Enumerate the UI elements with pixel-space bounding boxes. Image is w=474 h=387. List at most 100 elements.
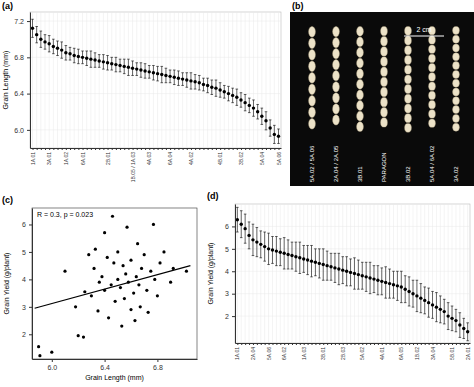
point bbox=[271, 248, 274, 251]
grid-line bbox=[265, 12, 266, 148]
tick-mark bbox=[249, 343, 250, 345]
grid-line bbox=[232, 12, 233, 148]
tick-mark bbox=[270, 148, 271, 150]
grid-line bbox=[111, 12, 112, 148]
grid-line bbox=[36, 12, 37, 148]
tick: 2 bbox=[225, 313, 235, 320]
tick bbox=[158, 148, 159, 150]
tick-mark bbox=[233, 148, 234, 150]
tick-label: 6 bbox=[22, 221, 26, 228]
tick bbox=[224, 148, 225, 150]
sample-label: 3B.02 bbox=[405, 166, 411, 182]
point bbox=[243, 101, 246, 104]
grid-line bbox=[107, 12, 108, 148]
tick bbox=[145, 148, 146, 150]
point bbox=[135, 67, 138, 70]
tick-mark bbox=[351, 343, 352, 345]
error-bar bbox=[252, 100, 255, 116]
error-bar bbox=[466, 323, 469, 341]
error-bar bbox=[177, 71, 180, 86]
error-bar bbox=[119, 59, 122, 72]
grain bbox=[453, 79, 460, 87]
grain bbox=[381, 97, 388, 106]
tick-label: 6A.01 bbox=[80, 152, 86, 165]
tick: 1B.05 / 1A.03 bbox=[130, 148, 136, 182]
y-axis: 23456 bbox=[22, 209, 32, 360]
grain bbox=[381, 26, 388, 35]
grid-line bbox=[416, 204, 417, 343]
error-bar bbox=[396, 271, 399, 300]
point bbox=[275, 249, 278, 252]
error-bar bbox=[330, 253, 333, 280]
grain-column bbox=[381, 26, 388, 127]
tick-mark bbox=[269, 343, 270, 345]
tick-mark bbox=[137, 148, 138, 150]
grid-line bbox=[303, 204, 304, 343]
grain bbox=[381, 118, 388, 127]
tick bbox=[274, 148, 275, 150]
tick bbox=[319, 343, 320, 345]
error-bar bbox=[236, 89, 239, 105]
grain bbox=[357, 69, 364, 79]
grid-line bbox=[448, 204, 449, 343]
tick-mark bbox=[440, 343, 441, 345]
point bbox=[198, 81, 201, 84]
error-bar bbox=[185, 73, 188, 88]
error-bar bbox=[81, 51, 84, 64]
grain bbox=[453, 88, 460, 96]
grid-line bbox=[174, 12, 175, 148]
tick bbox=[233, 148, 234, 150]
axis-title: Grain Length (mm) bbox=[2, 51, 10, 110]
tick-mark bbox=[216, 148, 217, 150]
tick bbox=[296, 343, 297, 345]
tick-mark bbox=[327, 343, 328, 345]
tick bbox=[95, 148, 96, 150]
grain-column bbox=[309, 26, 316, 129]
grid-line bbox=[228, 12, 229, 148]
point bbox=[164, 74, 167, 77]
grid-line bbox=[424, 204, 425, 343]
error-bar bbox=[267, 233, 270, 264]
point bbox=[143, 69, 146, 72]
figure: 6.06.46.87.21A.013A.011A.026A.012B.011B.… bbox=[0, 0, 474, 387]
grid-line bbox=[377, 204, 378, 343]
tick-label: 4 bbox=[22, 276, 26, 283]
tick-mark bbox=[331, 343, 332, 345]
grain bbox=[309, 84, 316, 95]
error-bar bbox=[231, 88, 234, 103]
axis-line bbox=[30, 13, 31, 149]
tick bbox=[347, 343, 348, 345]
panel-label: (c) bbox=[2, 195, 13, 205]
point bbox=[400, 285, 403, 288]
point bbox=[68, 52, 71, 55]
point bbox=[177, 76, 180, 79]
tick bbox=[208, 148, 209, 150]
point bbox=[407, 290, 410, 293]
tick-mark bbox=[266, 148, 267, 150]
point bbox=[259, 243, 262, 246]
tick-mark bbox=[433, 343, 434, 345]
error-bar bbox=[353, 258, 356, 289]
tick-mark bbox=[220, 148, 221, 150]
grid-line bbox=[136, 12, 137, 148]
tick bbox=[178, 148, 179, 150]
point bbox=[152, 71, 155, 74]
tick: 5B.01 bbox=[449, 343, 455, 360]
point bbox=[454, 319, 457, 322]
grid-line bbox=[288, 204, 289, 343]
grid-line bbox=[334, 204, 335, 343]
grid-line bbox=[53, 12, 54, 148]
tick-mark bbox=[41, 148, 42, 150]
point bbox=[39, 38, 42, 41]
tick-mark bbox=[261, 343, 262, 345]
point bbox=[77, 334, 80, 337]
error-bar bbox=[263, 232, 266, 261]
grid-line bbox=[452, 204, 453, 343]
grain bbox=[405, 26, 412, 35]
point bbox=[63, 270, 66, 273]
tick-mark bbox=[66, 148, 67, 150]
grid-line bbox=[40, 12, 41, 148]
scale-bar bbox=[404, 35, 444, 36]
grid-line bbox=[32, 12, 33, 148]
error-bar bbox=[416, 280, 419, 311]
